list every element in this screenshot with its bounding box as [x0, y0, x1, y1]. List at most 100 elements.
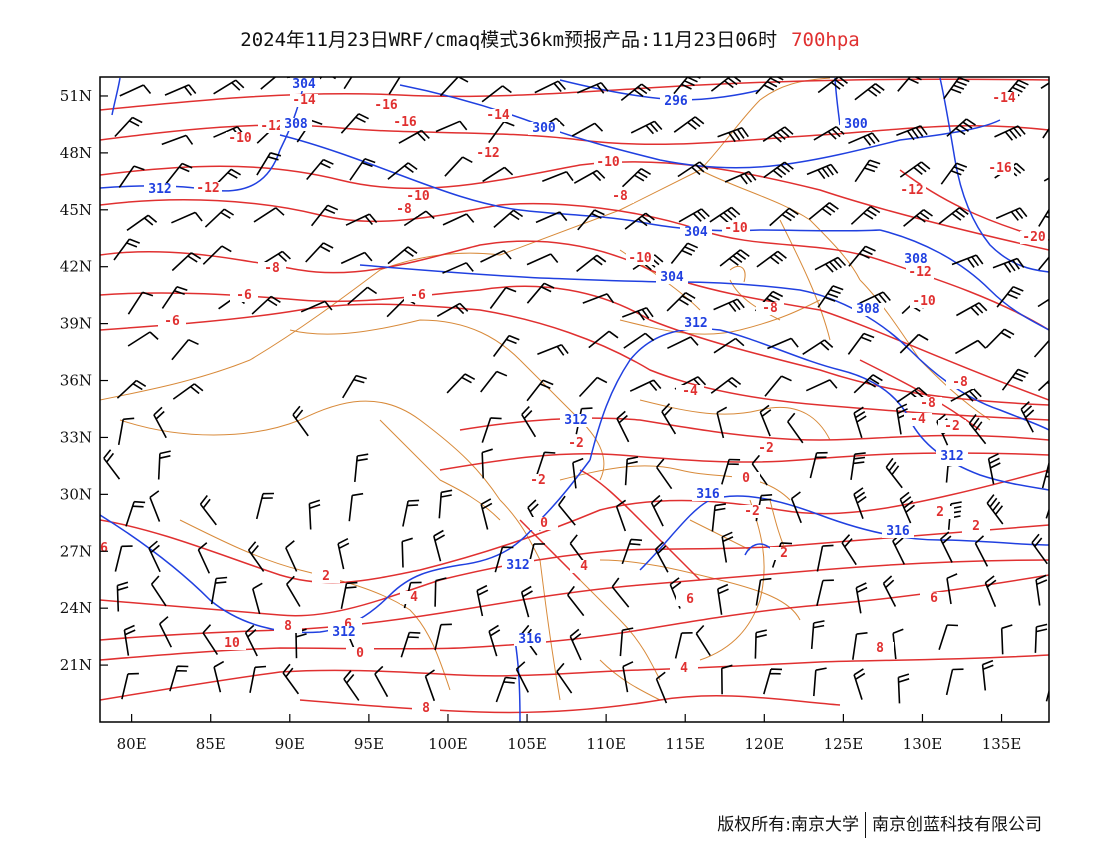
wind-barb — [116, 581, 129, 612]
height-label-bg — [852, 303, 884, 316]
wind-barb — [197, 542, 211, 574]
temperature-label: -6 — [236, 288, 252, 303]
wind-barb — [996, 285, 1024, 308]
wind-barb — [897, 77, 922, 92]
temperature-label-bg — [230, 289, 258, 302]
temperature-label: 0 — [540, 516, 548, 531]
lon-tick-label: 90E — [275, 735, 305, 753]
wind-barb — [481, 417, 502, 443]
wind-barb — [896, 125, 928, 141]
height-label-bg — [280, 118, 312, 131]
wind-barb — [573, 169, 606, 184]
wind-barb — [938, 624, 959, 650]
wind-barb — [624, 456, 639, 486]
wind-barb — [480, 498, 493, 530]
wind-barb — [489, 286, 517, 309]
wind-barb — [251, 295, 281, 315]
temperature-label-bg — [626, 252, 654, 265]
temperature-label: 6 — [100, 541, 108, 556]
wind-barb — [116, 379, 147, 399]
wind-barb — [256, 152, 282, 176]
height-label: 316 — [518, 632, 542, 647]
copyright-left: 版权所有:南京大学 — [717, 815, 859, 835]
temperature-label-bg — [530, 517, 558, 530]
wind-barb — [556, 662, 573, 694]
wind-barb — [903, 209, 933, 227]
wind-barb — [939, 531, 953, 563]
wind-barb — [805, 379, 838, 392]
wind-barb — [938, 207, 969, 225]
wind-barb — [623, 332, 655, 349]
wind-barb — [615, 499, 627, 532]
height-label-bg — [900, 253, 932, 266]
longitude-axis: 80E 85E 90E 95E 100E 105E 110E 115E 120E 125E 130E… — [117, 714, 1021, 753]
temperature-label: -16 — [374, 98, 398, 113]
wind-barb — [655, 671, 668, 704]
temperature-label-bg — [722, 222, 750, 235]
wind-barb — [342, 374, 367, 399]
height-label-bg — [692, 488, 724, 501]
wind-barb — [1035, 574, 1048, 606]
temperature-label-bg — [404, 190, 432, 203]
wind-barb — [121, 672, 139, 700]
wind-barb — [666, 292, 696, 312]
wind-barb — [986, 494, 1004, 525]
wind-barb — [656, 458, 673, 490]
wind-barb — [616, 410, 630, 443]
wind-barb — [118, 165, 145, 188]
wind-barb — [374, 665, 389, 698]
temperature-label: -12 — [900, 183, 923, 198]
wind-barb — [435, 120, 468, 133]
wind-barb — [1033, 339, 1049, 358]
wind-barb — [526, 282, 555, 304]
wind-barb — [537, 343, 569, 356]
wind-barb — [114, 116, 143, 138]
temperature-label: -16 — [988, 161, 1012, 176]
temperature-label-bg — [866, 642, 894, 655]
temperature-label: -6 — [410, 288, 426, 303]
wind-barb — [347, 286, 378, 305]
temperature-label: -12 — [476, 146, 499, 161]
wind-barb — [882, 575, 897, 607]
wind-barb — [622, 661, 634, 693]
temperature-label-bg — [412, 702, 440, 715]
temperature-label-bg — [594, 156, 622, 169]
wind-barb — [855, 582, 868, 614]
temperature-label-bg — [962, 520, 990, 533]
wind-barb — [673, 116, 705, 133]
wind-barb — [1001, 368, 1029, 391]
wind-barb — [526, 253, 559, 266]
wind-barb — [992, 257, 1025, 273]
wind-barb — [149, 490, 161, 522]
wind-barb — [968, 414, 987, 445]
wind-barb — [244, 624, 258, 657]
wind-barb — [755, 577, 772, 606]
height-label: 308 — [904, 252, 928, 267]
height-label: 312 — [684, 316, 707, 331]
temperature-label-bg — [474, 147, 502, 160]
wind-barb — [716, 406, 728, 439]
wind-barb — [285, 540, 298, 572]
wind-barb — [582, 293, 615, 304]
wind-barb — [619, 627, 634, 657]
wind-barb — [213, 79, 245, 95]
wind-barb — [401, 537, 413, 568]
wind-barb — [899, 161, 931, 178]
wind-barb — [535, 211, 568, 224]
temperature-label-bg — [986, 162, 1014, 175]
wind-barb — [481, 85, 512, 103]
temperature-label-bg — [904, 413, 932, 426]
wind-barb — [306, 158, 334, 181]
temperature-label-bg — [570, 560, 598, 573]
temperature-label: -16 — [393, 115, 417, 130]
temperature-label: -12 — [260, 119, 283, 134]
wind-barb — [711, 503, 727, 532]
wind-barb — [764, 375, 792, 397]
temperature-label: -10 — [596, 155, 620, 170]
wind-barb — [670, 242, 699, 264]
height-label: 312 — [564, 413, 587, 428]
temperature-label-bg — [676, 593, 704, 606]
temperature-label-bg — [898, 184, 926, 197]
wind-barb — [482, 166, 514, 183]
wind-barb — [480, 370, 508, 393]
